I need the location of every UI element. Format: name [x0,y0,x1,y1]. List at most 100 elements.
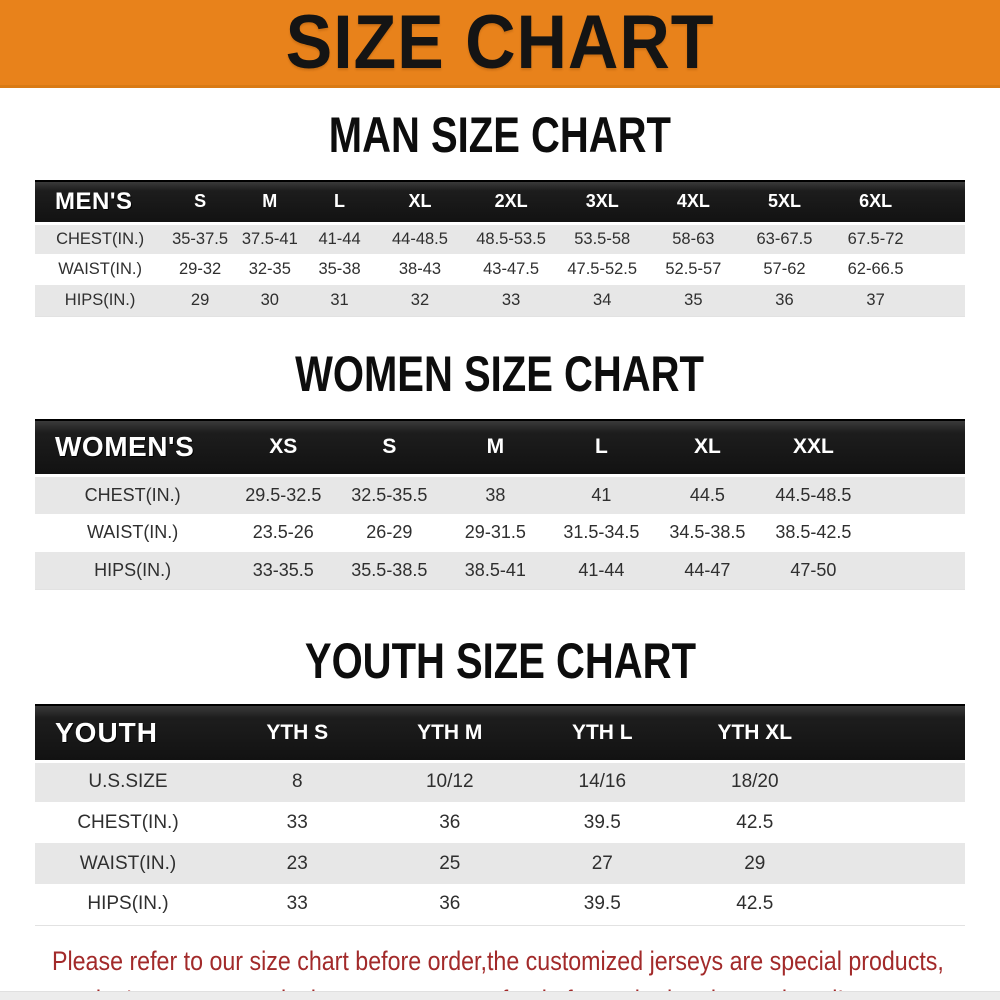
column-header: S [165,180,235,225]
size-value-cell: 41 [548,475,655,514]
table-group-label: WOMEN'S [35,418,231,477]
size-value-cell: 35-38 [304,254,375,285]
column-header: 6XL [830,180,922,225]
size-value-cell: 35.5-38.5 [336,551,443,590]
size-value-cell: 35-37.5 [165,223,235,254]
table-header-row: YOUTH YTH S YTH M YTH L YTH XL [35,704,965,763]
size-value-cell: 44.5 [654,475,761,514]
size-value-cell: 38 [442,475,549,514]
size-value-cell: 47.5-52.5 [556,254,648,285]
row-label: CHEST(IN.) [35,802,221,843]
spacer-cell [921,285,965,317]
size-value-cell: 10/12 [373,761,527,802]
size-value-cell: 33 [220,802,374,843]
column-header: YTH S [220,704,374,763]
size-value-cell: 57-62 [738,254,831,285]
row-label: HIPS(IN.) [35,884,221,926]
size-value-cell: 32-35 [234,254,305,285]
size-value-cell: 43-47.5 [465,254,557,285]
table-row: HIPS(IN.) 29 30 31 32 33 34 35 36 37 [35,285,965,317]
spacer-cell [921,254,965,285]
column-header: S [336,418,443,477]
size-value-cell: 29 [678,843,832,884]
table-row: WAIST(IN.) 23 25 27 29 [35,843,965,884]
table-group-label: MEN'S [35,180,166,225]
column-header: L [304,180,375,225]
size-value-cell: 31.5-34.5 [548,513,655,552]
spacer-cell [831,761,965,802]
size-value-cell: 27 [526,843,679,884]
spacer-cell [921,180,965,225]
youth-section-heading: YOUTH SIZE CHART [304,633,696,689]
row-label: CHEST(IN.) [35,475,231,514]
women-size-table: WOMEN'S XS S M L XL XXL CHEST(IN.) 29.5-32.5 32.5… [35,418,965,590]
column-header: YTH L [526,704,679,763]
size-value-cell: 32 [374,285,466,317]
size-table: YOUTH YTH S YTH M YTH L YTH XL U.S.SIZE 8 10/12… [35,704,965,926]
size-value-cell: 33-35.5 [230,551,337,590]
size-value-cell: 38.5-42.5 [760,513,867,552]
column-header: 5XL [738,180,831,225]
size-value-cell: 34 [556,285,648,317]
table-header-row: WOMEN'S XS S M L XL XXL [35,418,965,477]
column-header: M [442,418,549,477]
size-value-cell: 36 [373,802,527,843]
size-value-cell: 38-43 [374,254,466,285]
column-header: YTH XL [678,704,832,763]
size-value-cell: 37 [830,285,922,317]
size-value-cell: 44.5-48.5 [760,475,867,514]
bottom-edge-strip [0,991,1000,1000]
size-value-cell: 29.5-32.5 [230,475,337,514]
size-value-cell: 25 [373,843,527,884]
row-label: HIPS(IN.) [35,285,166,317]
spacer-cell [866,418,965,477]
women-section-heading: WOMEN SIZE CHART [295,345,705,402]
size-value-cell: 41-44 [548,551,655,590]
column-header: M [234,180,305,225]
spacer-cell [831,884,965,926]
row-label: CHEST(IN.) [35,223,166,254]
column-header: 3XL [556,180,648,225]
size-value-cell: 48.5-53.5 [465,223,557,254]
youth-size-table: YOUTH YTH S YTH M YTH L YTH XL U.S.SIZE 8 10/12… [35,704,965,926]
size-value-cell: 14/16 [526,761,679,802]
column-header: XS [230,418,337,477]
women-size-section: WOMEN SIZE CHART WOMEN'S XS S M L XL XXL CHEST(… [0,345,1000,590]
table-row: CHEST(IN.) 29.5-32.5 32.5-35.5 38 41 44.5 44.5… [35,475,965,514]
size-table: MEN'S S M L XL 2XL 3XL 4XL 5XL 6XL CHEST(IN.) 35-37… [35,180,965,317]
size-value-cell: 34.5-38.5 [654,513,761,552]
spacer-cell [831,704,965,763]
table-row: HIPS(IN.) 33 36 39.5 42.5 [35,884,965,926]
column-header: XL [374,180,466,225]
table-row: HIPS(IN.) 33-35.5 35.5-38.5 38.5-41 41-44 44-… [35,551,965,590]
size-chart-banner: SIZE CHART [0,0,1000,88]
size-value-cell: 37.5-41 [234,223,305,254]
youth-size-section: YOUTH SIZE CHART YOUTH YTH S YTH M YTH L YTH… [0,636,1000,926]
size-value-cell: 30 [234,285,305,317]
spacer-cell [866,475,965,514]
row-label: HIPS(IN.) [35,551,231,590]
spacer-cell [866,551,965,590]
table-row: CHEST(IN.) 35-37.5 37.5-41 41-44 44-48.5 48.5… [35,223,965,254]
spacer-cell [831,802,965,843]
size-value-cell: 39.5 [526,802,679,843]
size-value-cell: 52.5-57 [647,254,739,285]
size-value-cell: 29-31.5 [442,513,549,552]
size-value-cell: 33 [465,285,557,317]
men-size-table: MEN'S S M L XL 2XL 3XL 4XL 5XL 6XL CHEST(IN.) 35-37… [35,180,965,317]
size-value-cell: 42.5 [678,802,832,843]
size-value-cell: 26-29 [336,513,443,552]
column-header: 2XL [465,180,557,225]
size-value-cell: 23 [220,843,374,884]
disclaimer-line-1: Please refer to our size chart before or… [52,945,944,976]
size-value-cell: 36 [373,884,527,926]
spacer-cell [866,513,965,552]
spacer-cell [921,223,965,254]
column-header: 4XL [647,180,739,225]
size-value-cell: 18/20 [678,761,832,802]
size-value-cell: 33 [220,884,374,926]
men-size-section: MAN SIZE CHART MEN'S S M L XL 2XL 3XL 4XL 5XL 6XL… [0,110,1000,317]
size-value-cell: 41-44 [304,223,375,254]
size-value-cell: 29-32 [165,254,235,285]
size-value-cell: 44-47 [654,551,761,590]
